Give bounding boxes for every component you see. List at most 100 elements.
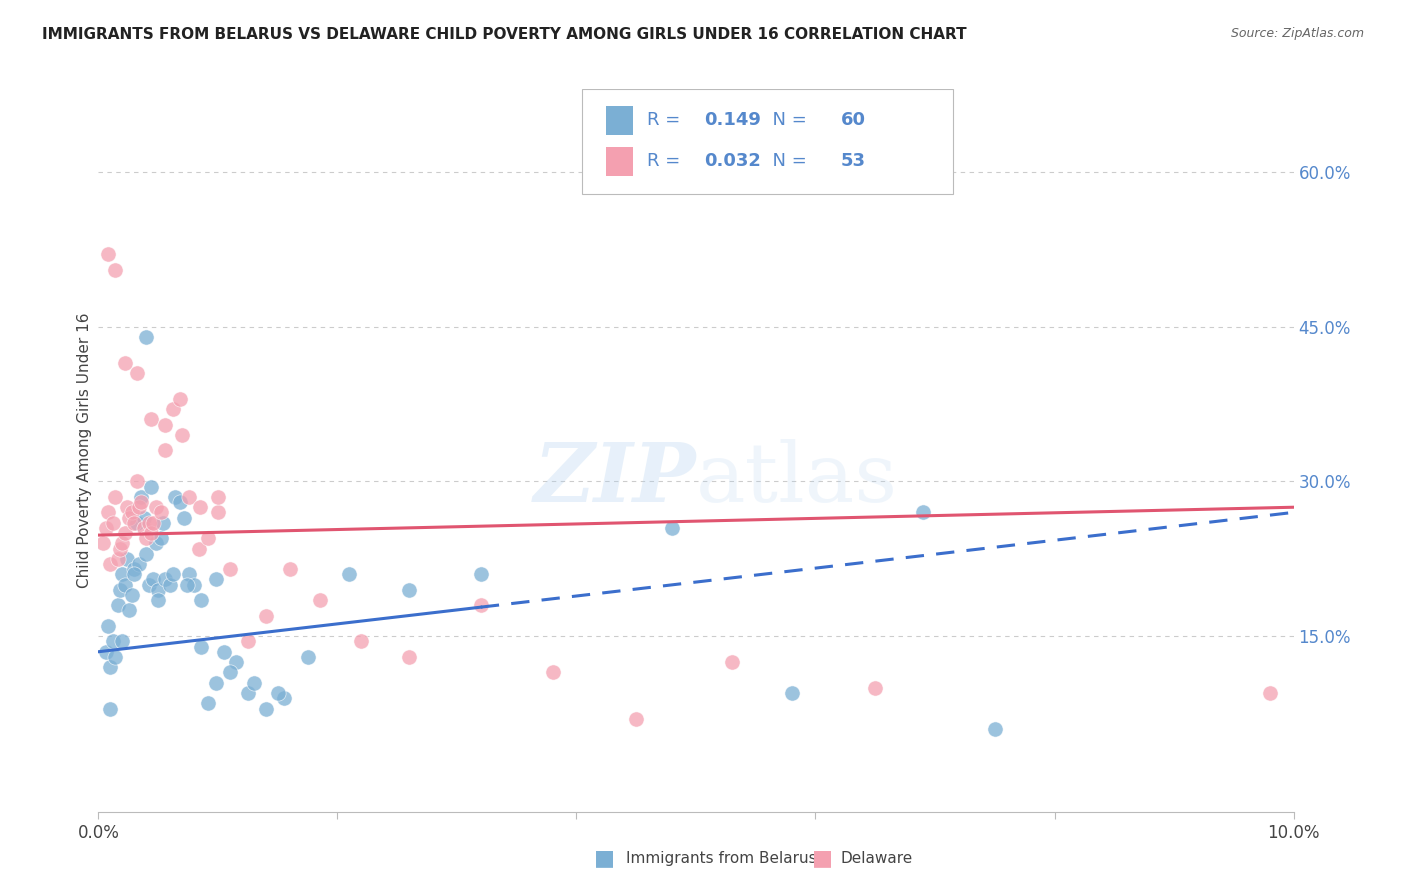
Text: IMMIGRANTS FROM BELARUS VS DELAWARE CHILD POVERTY AMONG GIRLS UNDER 16 CORRELATI: IMMIGRANTS FROM BELARUS VS DELAWARE CHIL… [42, 27, 967, 42]
Point [721, 655, 744, 669]
Point [155, 417, 177, 432]
Point [128, 557, 150, 571]
Point [626, 712, 648, 726]
Point [865, 681, 887, 695]
Point [111, 536, 134, 550]
Point [197, 531, 219, 545]
Point [124, 516, 146, 530]
Text: ■: ■ [595, 848, 614, 868]
Point [470, 567, 492, 582]
Point [138, 516, 160, 530]
Bar [606, 147, 633, 176]
Text: Immigrants from Belarus: Immigrants from Belarus [626, 851, 817, 865]
Point [101, 634, 124, 648]
Point [308, 593, 330, 607]
Point [145, 536, 167, 550]
Text: 53: 53 [841, 153, 866, 170]
Point [780, 686, 803, 700]
Point [661, 521, 683, 535]
Point [163, 490, 186, 504]
Point [1258, 686, 1281, 700]
Point [124, 567, 146, 582]
Y-axis label: Child Poverty Among Girls Under 16: Child Poverty Among Girls Under 16 [77, 313, 91, 588]
Point [169, 495, 191, 509]
Point [111, 567, 134, 582]
Point [132, 510, 155, 524]
Point [172, 428, 194, 442]
Point [124, 562, 146, 576]
Point [139, 526, 162, 541]
Point [108, 541, 131, 556]
Point [162, 567, 184, 582]
Point [107, 551, 129, 566]
Point [94, 645, 117, 659]
Point [142, 573, 165, 587]
Point [104, 490, 127, 504]
Point [148, 582, 170, 597]
Text: Delaware: Delaware [841, 851, 912, 865]
Point [114, 356, 136, 370]
Point [273, 691, 295, 706]
Point [108, 582, 131, 597]
Point [267, 686, 290, 700]
Point [254, 701, 277, 715]
Point [148, 593, 170, 607]
Point [98, 701, 122, 715]
Point [97, 505, 120, 519]
Point [225, 655, 247, 669]
Bar [606, 106, 633, 135]
Point [197, 697, 219, 711]
Point [121, 505, 143, 519]
Point [101, 516, 124, 530]
Point [339, 567, 361, 582]
Point [190, 593, 212, 607]
Point [219, 562, 242, 576]
Point [125, 475, 148, 489]
Point [398, 649, 420, 664]
FancyBboxPatch shape [582, 89, 953, 194]
Point [212, 645, 235, 659]
Point [139, 412, 162, 426]
Point [135, 330, 157, 344]
Text: Source: ZipAtlas.com: Source: ZipAtlas.com [1230, 27, 1364, 40]
Point [135, 547, 157, 561]
Point [207, 490, 229, 504]
Point [297, 649, 319, 664]
Point [152, 516, 174, 530]
Point [135, 531, 157, 545]
Point [139, 480, 162, 494]
Point [107, 599, 129, 613]
Point [128, 500, 150, 515]
Point [179, 490, 201, 504]
Point [138, 577, 160, 591]
Text: atlas: atlas [696, 440, 898, 519]
Point [132, 521, 155, 535]
Point [173, 510, 195, 524]
Point [131, 490, 153, 504]
Point [169, 392, 191, 406]
Text: ■: ■ [813, 848, 832, 868]
Point [254, 608, 277, 623]
Point [125, 366, 148, 380]
Point [145, 500, 167, 515]
Point [188, 500, 211, 515]
Point [118, 603, 141, 617]
Point [149, 531, 172, 545]
Point [179, 567, 201, 582]
Text: R =: R = [647, 153, 686, 170]
Point [94, 521, 117, 535]
Point [118, 510, 141, 524]
Text: ZIP: ZIP [533, 440, 696, 519]
Point [91, 536, 114, 550]
Text: R =: R = [647, 112, 686, 129]
Point [183, 577, 205, 591]
Point [142, 516, 165, 530]
Point [187, 541, 209, 556]
Point [149, 505, 172, 519]
Point [243, 675, 266, 690]
Point [159, 577, 181, 591]
Point [176, 577, 198, 591]
Text: 0.149: 0.149 [704, 112, 761, 129]
Point [114, 577, 136, 591]
Point [104, 263, 127, 277]
